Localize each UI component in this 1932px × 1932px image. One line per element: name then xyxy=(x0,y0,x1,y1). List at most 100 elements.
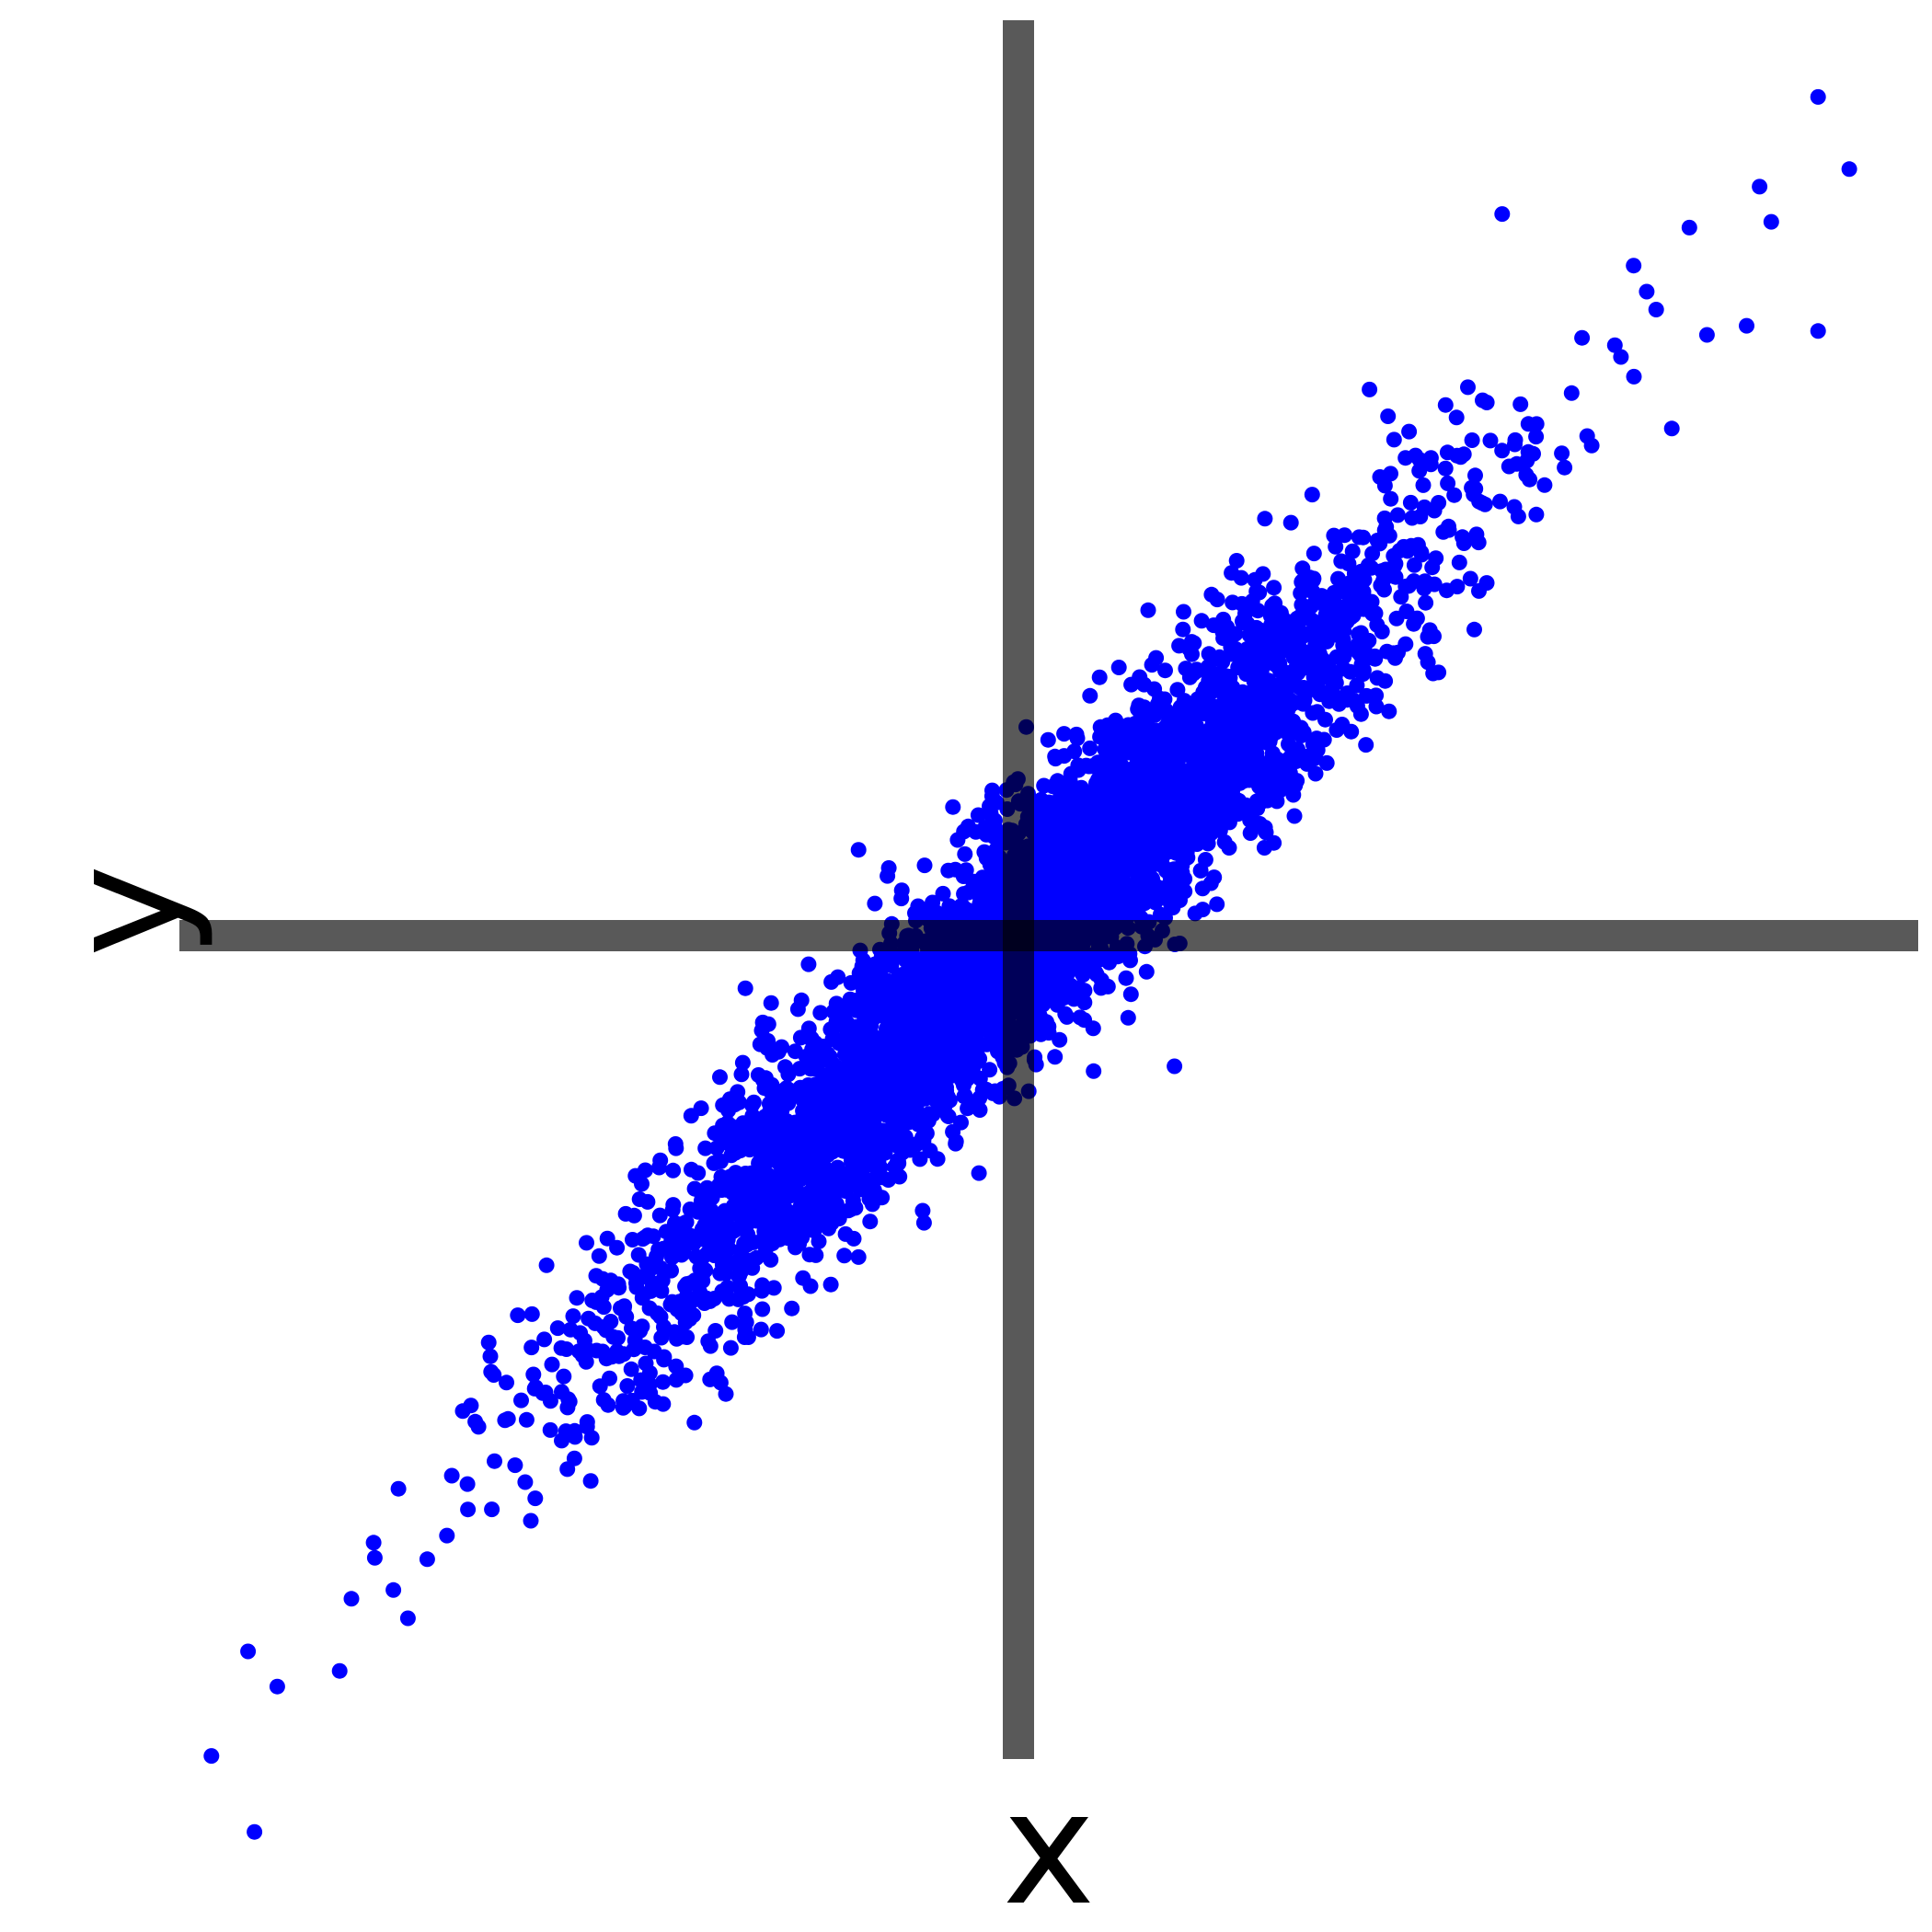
scatter-point xyxy=(1197,852,1213,868)
scatter-point xyxy=(696,1218,713,1235)
scatter-point xyxy=(631,1400,648,1417)
scatter-point xyxy=(808,1247,824,1263)
scatter-point xyxy=(500,1410,516,1427)
scatter-point xyxy=(777,1059,793,1075)
scatter-point xyxy=(544,1356,560,1373)
scatter-point xyxy=(788,1122,805,1139)
scatter-point xyxy=(755,1230,772,1247)
scatter-point xyxy=(1453,449,1469,466)
scatter-point xyxy=(554,1432,569,1449)
scatter-point xyxy=(673,1247,690,1263)
scatter-point xyxy=(1279,721,1295,738)
scatter-point xyxy=(941,948,958,964)
scatter-point xyxy=(1418,594,1434,611)
scatter-point xyxy=(1352,706,1369,722)
scatter-point xyxy=(791,1061,808,1077)
scatter-point xyxy=(1428,550,1444,567)
scatter-point xyxy=(1626,368,1642,385)
scatter-point xyxy=(990,1043,1006,1060)
scatter-point xyxy=(1148,650,1165,666)
scatter-point xyxy=(1356,590,1373,606)
scatter-point xyxy=(1251,584,1268,601)
scatter-point xyxy=(756,1080,773,1097)
scatter-point xyxy=(1083,901,1099,917)
scatter-point xyxy=(1241,627,1258,643)
scatter-point xyxy=(1077,805,1094,822)
scatter-point xyxy=(976,844,993,860)
scatter-point xyxy=(1739,317,1754,334)
scatter-point xyxy=(938,1070,955,1087)
scatter-point xyxy=(984,782,1000,799)
scatter-point xyxy=(1328,674,1344,691)
scatter-point xyxy=(565,1308,581,1325)
scatter-point xyxy=(1448,409,1465,426)
scatter-point xyxy=(1041,1018,1057,1035)
scatter-point xyxy=(1263,616,1280,633)
scatter-point xyxy=(1289,658,1305,674)
scatter-point xyxy=(1368,687,1385,704)
scatter-point xyxy=(592,1378,608,1395)
scatter-point xyxy=(693,1100,709,1117)
scatter-point xyxy=(1088,775,1104,791)
scatter-point xyxy=(1464,479,1480,496)
scatter-point xyxy=(622,1263,638,1280)
scatter-point xyxy=(569,1290,585,1306)
scatter-point xyxy=(835,1079,852,1095)
scatter-point xyxy=(1248,699,1264,716)
scatter-point xyxy=(1108,811,1124,827)
scatter-point xyxy=(1209,896,1225,913)
scatter-point xyxy=(897,1006,914,1022)
scatter-point xyxy=(832,1032,848,1049)
scatter-point xyxy=(771,1211,788,1227)
scatter-point xyxy=(686,1414,703,1431)
scatter-point xyxy=(1355,529,1372,546)
scatter-point xyxy=(784,1300,800,1317)
scatter-point xyxy=(1183,634,1200,650)
scatter-point xyxy=(730,1268,747,1284)
scatter-point xyxy=(1223,639,1239,655)
scatter-point xyxy=(665,1162,682,1179)
scatter-point xyxy=(987,1083,1004,1099)
scatter-point xyxy=(770,1191,787,1208)
scatter-point xyxy=(940,862,957,879)
scatter-point xyxy=(688,1248,705,1265)
scatter-point xyxy=(1401,423,1418,440)
scatter-point xyxy=(1088,966,1105,983)
scatter-point xyxy=(1563,385,1580,401)
scatter-point xyxy=(1140,602,1156,618)
scatter-point xyxy=(956,987,972,1004)
scatter-point xyxy=(884,1094,901,1110)
scatter-point xyxy=(269,1678,285,1695)
scatter-point xyxy=(1069,730,1086,746)
scatter-point xyxy=(583,1430,600,1446)
scatter-point xyxy=(737,1121,753,1137)
scatter-point xyxy=(1326,622,1342,638)
scatter-point xyxy=(1176,604,1191,620)
scatter-point xyxy=(518,1411,535,1428)
scatter-point xyxy=(1354,666,1371,683)
scatter-point xyxy=(637,1340,653,1355)
scatter-point xyxy=(1369,533,1386,548)
scatter-point xyxy=(854,1175,870,1190)
scatter-point xyxy=(862,1213,879,1230)
scatter-point xyxy=(588,1268,604,1284)
scatter-point xyxy=(1681,219,1697,236)
scatter-point xyxy=(891,1063,907,1079)
scatter-point xyxy=(1455,529,1471,546)
scatter-point xyxy=(1467,467,1483,484)
scatter-point xyxy=(1047,748,1064,765)
scatter-point xyxy=(604,1349,620,1365)
scatter-point xyxy=(1088,868,1104,883)
scatter-point xyxy=(953,1114,969,1131)
scatter-point xyxy=(967,987,983,1004)
scatter-point xyxy=(862,1143,879,1159)
scatter-point xyxy=(1294,573,1310,590)
scatter-point xyxy=(960,1100,976,1117)
scatter-point xyxy=(651,1159,667,1176)
y-axis-label: y xyxy=(35,865,217,958)
scatter-point xyxy=(1400,578,1417,594)
scatter-point xyxy=(908,907,925,924)
scatter-point xyxy=(752,1163,768,1179)
scatter-point xyxy=(399,1610,416,1627)
scatter-point xyxy=(517,1474,534,1490)
